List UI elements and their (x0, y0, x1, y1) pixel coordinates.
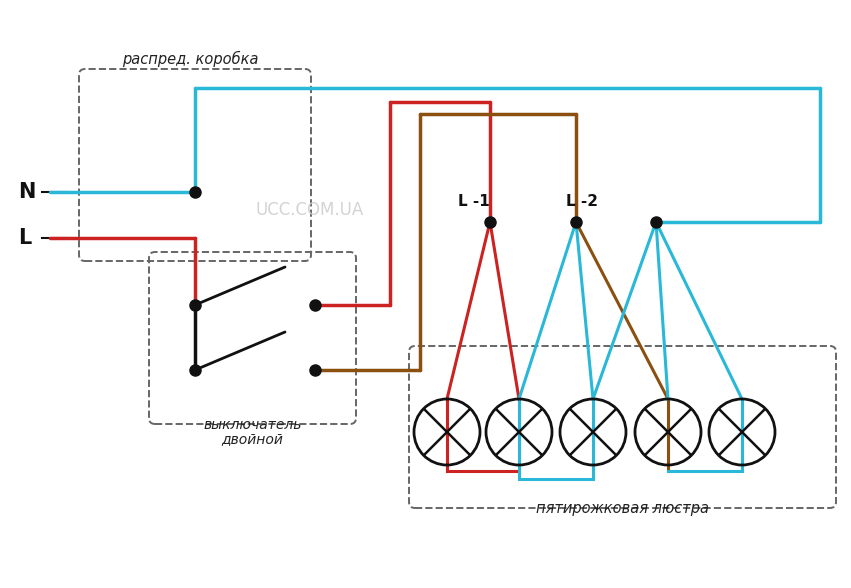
Text: UCC.COM.UA: UCC.COM.UA (256, 201, 364, 219)
Text: N: N (18, 182, 36, 202)
Text: выключатель: выключатель (203, 418, 302, 432)
Text: L: L (18, 228, 31, 248)
Text: пятирожковая люстра: пятирожковая люстра (536, 501, 709, 516)
Text: двойной: двойной (221, 432, 283, 446)
Text: распред. коробка: распред. коробка (122, 51, 258, 67)
Text: L -1: L -1 (458, 195, 489, 209)
Text: L -2: L -2 (566, 195, 598, 209)
